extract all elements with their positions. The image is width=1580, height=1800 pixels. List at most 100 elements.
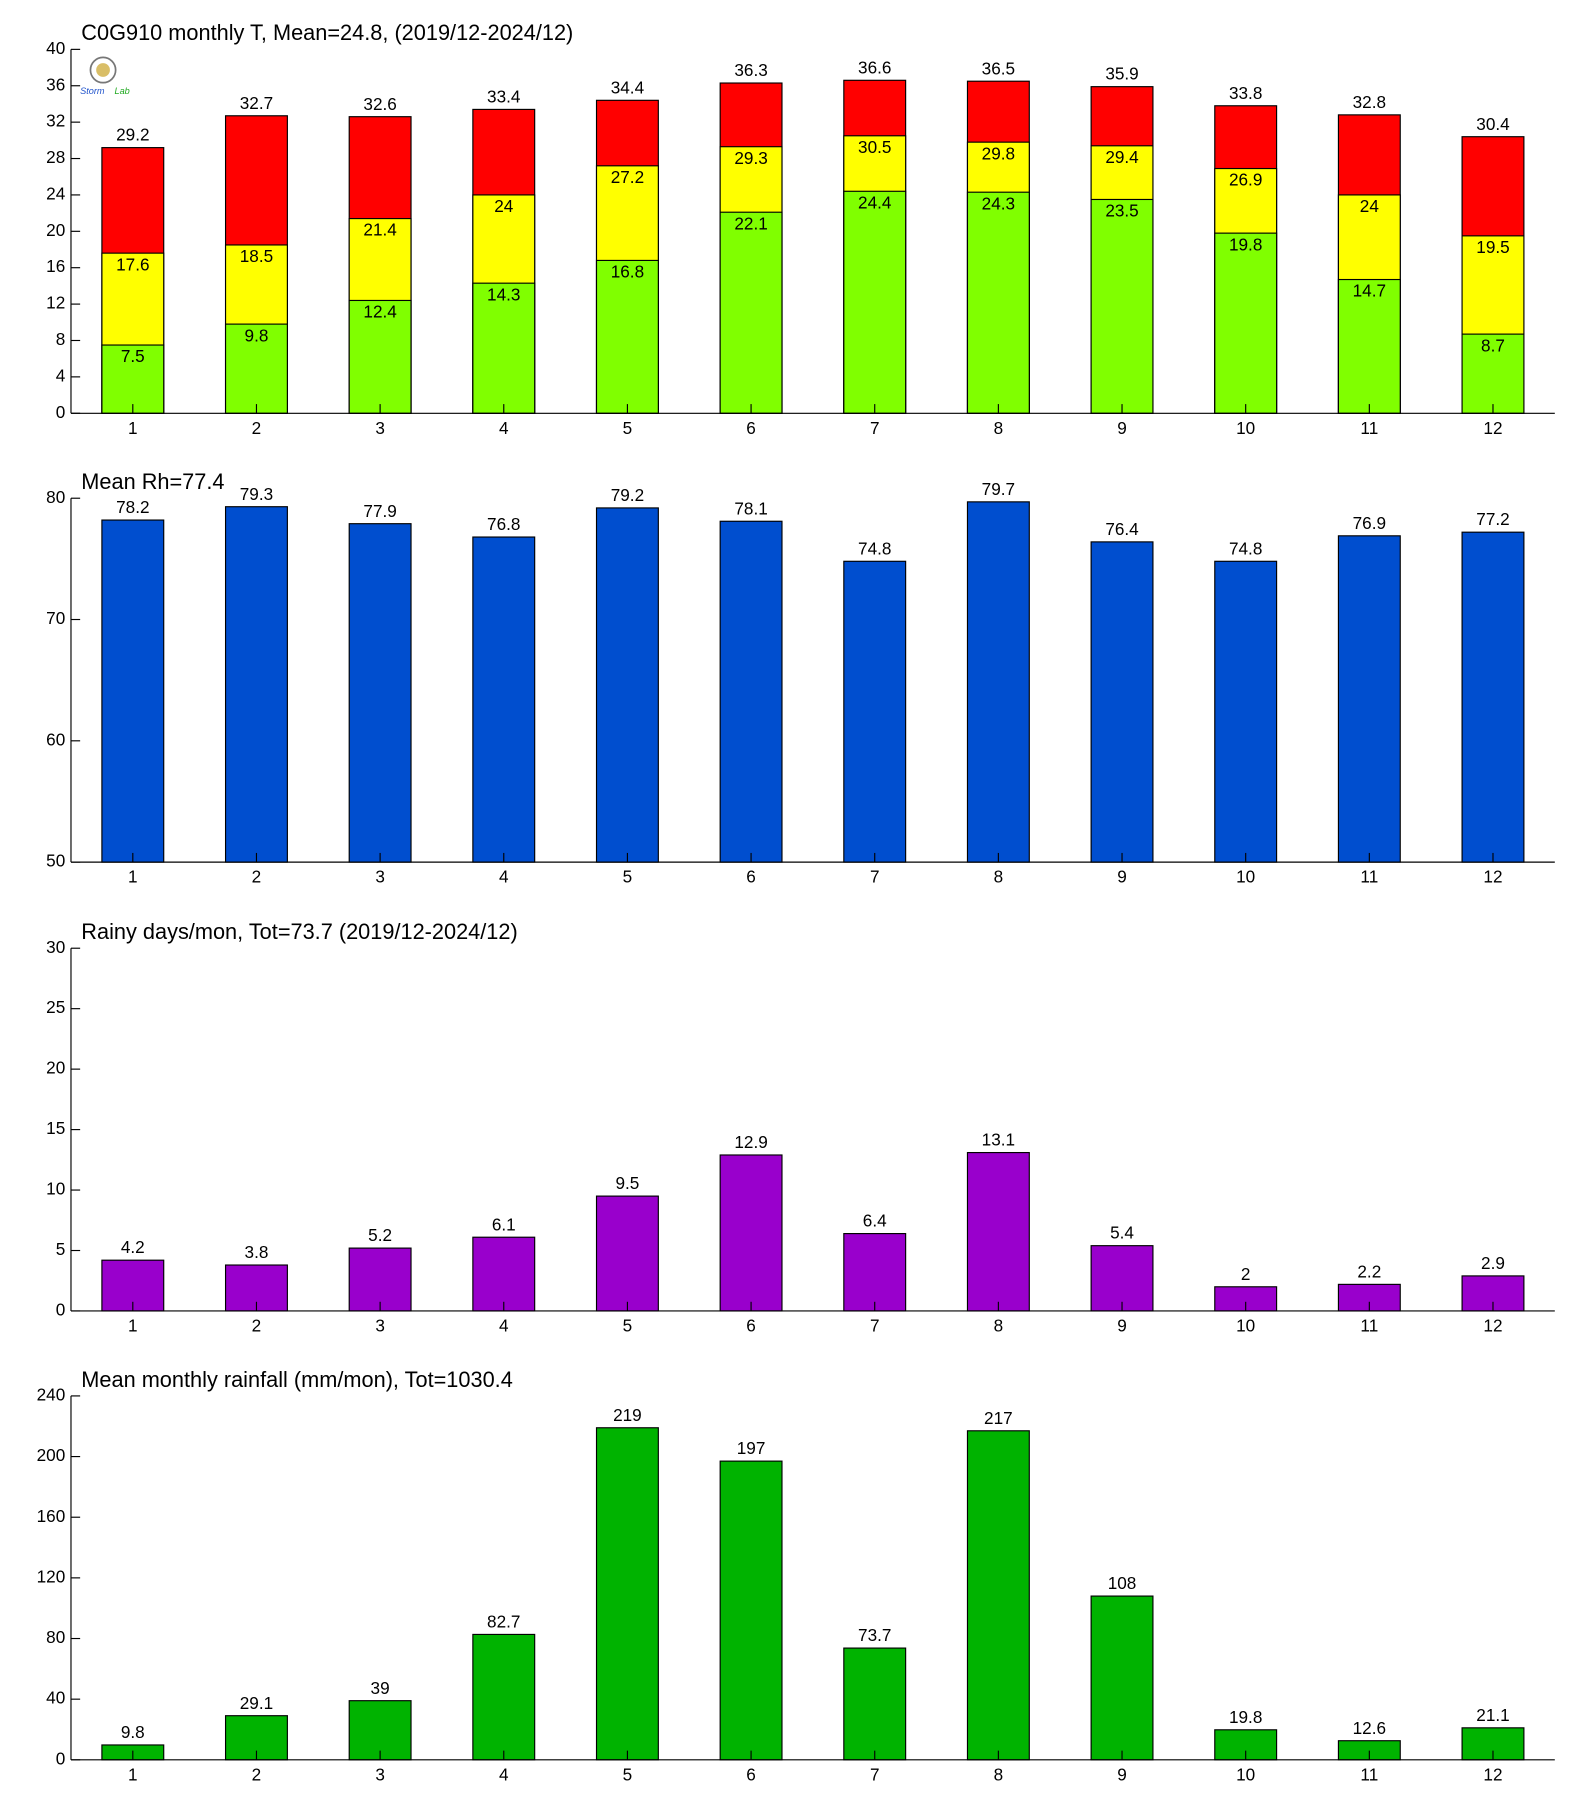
value-label: 21.1 <box>1476 1705 1509 1725</box>
x-tick-label: 10 <box>1236 1764 1255 1784</box>
y-tick-label: 30 <box>46 937 65 957</box>
value-label: 22.1 <box>734 213 767 233</box>
value-label: 19.8 <box>1229 234 1262 254</box>
value-label: 33.8 <box>1229 83 1262 103</box>
bar <box>1090 1245 1154 1312</box>
bar <box>595 1427 659 1761</box>
x-tick-label: 6 <box>746 1764 756 1784</box>
value-label: 78.2 <box>116 497 149 517</box>
value-label: 14.7 <box>1353 281 1386 301</box>
y-tick-label: 160 <box>37 1506 66 1526</box>
y-tick-label: 60 <box>46 729 65 749</box>
x-tick-label: 3 <box>375 1764 385 1784</box>
x-tick-label: 2 <box>252 418 262 438</box>
value-label: 76.4 <box>1105 519 1139 539</box>
chart-title: C0G910 monthly T, Mean=24.8, (2019/12-20… <box>81 20 573 45</box>
x-tick-label: 3 <box>375 1316 385 1336</box>
value-label: 34.4 <box>611 77 645 97</box>
bar <box>966 1430 1030 1761</box>
x-tick-label: 12 <box>1483 1764 1502 1784</box>
value-label: 30.4 <box>1476 114 1510 134</box>
y-tick-label: 70 <box>46 608 65 628</box>
bar <box>224 506 288 863</box>
x-tick-label: 2 <box>252 867 262 887</box>
value-label: 27.2 <box>611 167 644 187</box>
value-label: 29.2 <box>116 125 149 145</box>
y-tick-label: 80 <box>46 1627 65 1647</box>
value-label: 19.5 <box>1476 237 1509 257</box>
x-tick-label: 12 <box>1483 1316 1502 1336</box>
value-label: 21.4 <box>363 220 397 240</box>
bar <box>1090 1595 1154 1761</box>
x-tick-label: 6 <box>746 1316 756 1336</box>
value-label: 39 <box>371 1678 390 1698</box>
y-tick-label: 16 <box>46 256 65 276</box>
value-label: 82.7 <box>487 1611 520 1631</box>
logo: Storm Lab <box>80 56 130 96</box>
x-tick-label: 7 <box>870 1316 880 1336</box>
bar <box>843 560 907 863</box>
y-tick-label: 28 <box>46 147 65 167</box>
value-label: 2 <box>1241 1264 1251 1284</box>
x-tick-label: 2 <box>252 1316 262 1336</box>
bar <box>966 1151 1030 1312</box>
value-label: 79.7 <box>982 479 1015 499</box>
y-tick-label: 25 <box>46 997 65 1017</box>
value-label: 74.8 <box>858 538 891 558</box>
y-tick-label: 0 <box>56 1748 66 1768</box>
value-label: 78.1 <box>734 498 767 518</box>
bar <box>966 501 1030 863</box>
x-tick-label: 3 <box>375 418 385 438</box>
y-tick-label: 0 <box>56 1300 66 1320</box>
value-label: 32.8 <box>1353 92 1386 112</box>
chart-title: Mean monthly rainfall (mm/mon), Tot=1030… <box>81 1367 513 1392</box>
bar <box>1214 560 1278 863</box>
value-label: 77.9 <box>363 501 396 521</box>
y-tick-label: 36 <box>46 74 65 94</box>
value-label: 79.2 <box>611 485 644 505</box>
x-tick-label: 11 <box>1360 1316 1378 1336</box>
bar <box>1337 278 1401 414</box>
value-label: 17.6 <box>116 254 149 274</box>
bar <box>472 1236 536 1312</box>
chart-title: Rainy days/mon, Tot=73.7 (2019/12-2024/1… <box>81 919 517 944</box>
bar <box>719 1154 783 1312</box>
y-tick-label: 24 <box>46 183 66 203</box>
x-tick-label: 1 <box>128 1316 138 1336</box>
y-tick-label: 15 <box>46 1118 65 1138</box>
y-tick-label: 5 <box>56 1239 66 1259</box>
x-tick-label: 1 <box>128 418 138 438</box>
x-tick-label: 10 <box>1236 418 1255 438</box>
x-tick-label: 8 <box>994 1316 1004 1336</box>
value-label: 79.3 <box>240 484 273 504</box>
value-label: 12.9 <box>734 1132 767 1152</box>
x-tick-label: 4 <box>499 1316 509 1336</box>
x-tick-label: 9 <box>1117 418 1127 438</box>
value-label: 13.1 <box>982 1130 1015 1150</box>
y-tick-label: 4 <box>56 365 66 385</box>
bar <box>719 520 783 863</box>
bar <box>348 1247 412 1312</box>
x-tick-label: 4 <box>499 418 509 438</box>
value-label: 4.2 <box>121 1237 145 1257</box>
value-label: 29.8 <box>982 143 1015 163</box>
y-tick-label: 240 <box>37 1384 66 1404</box>
x-tick-label: 8 <box>994 1764 1004 1784</box>
bar <box>472 1633 536 1761</box>
value-label: 219 <box>613 1405 642 1425</box>
x-tick-label: 9 <box>1117 1764 1127 1784</box>
bar <box>348 299 412 414</box>
value-label: 24.3 <box>982 193 1015 213</box>
value-label: 217 <box>984 1408 1013 1428</box>
x-tick-label: 7 <box>870 1764 880 1784</box>
y-tick-label: 50 <box>46 851 65 871</box>
value-label: 76.9 <box>1353 513 1386 533</box>
x-tick-label: 5 <box>623 418 633 438</box>
x-tick-label: 1 <box>128 1764 138 1784</box>
bar <box>1090 198 1154 414</box>
x-tick-label: 11 <box>1360 867 1378 887</box>
value-label: 29.1 <box>240 1693 273 1713</box>
value-label: 29.4 <box>1105 147 1139 167</box>
value-label: 19.8 <box>1229 1707 1262 1727</box>
